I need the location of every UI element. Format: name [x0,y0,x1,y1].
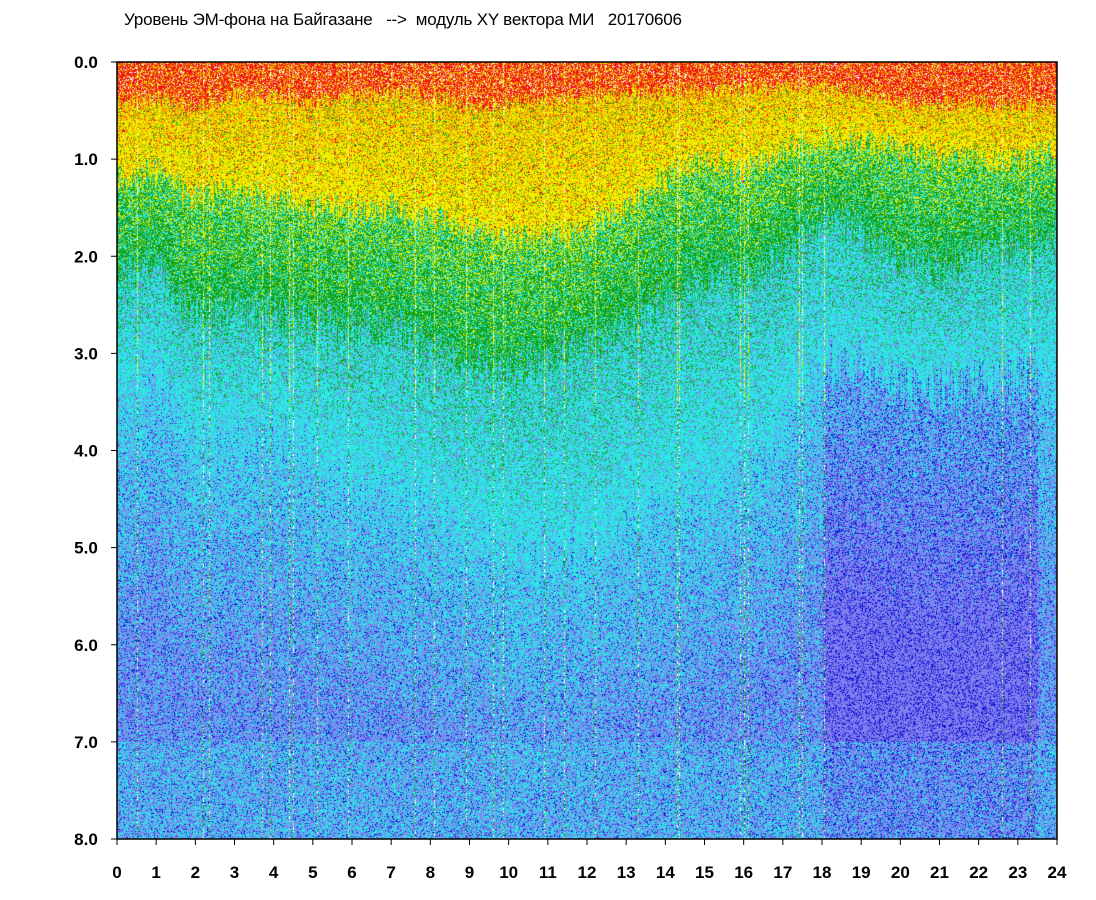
x-tick-label: 18 [813,863,832,882]
x-tick-label: 10 [499,863,518,882]
x-axis: 0 1 2 3 4 5 6 7 8 9 10 11 12 13 14 15 16 17 18 19 20 21 22 23 24 [112,839,1067,882]
y-tick-label: 3.0 [74,344,98,363]
x-tick-label: 17 [773,863,792,882]
x-tick-label: 1 [151,863,160,882]
y-tick-label: 2.0 [74,247,98,266]
x-tick-label: 2 [191,863,200,882]
y-axis: 0.0 1.0 2.0 3.0 4.0 5.0 6.0 7.0 8.0 [74,53,117,849]
y-tick-label: 1.0 [74,150,98,169]
x-tick-label: 4 [269,863,279,882]
x-tick-label: 0 [112,863,121,882]
x-tick-label: 6 [347,863,356,882]
y-tick-label: 5.0 [74,539,98,558]
x-tick-label: 21 [930,863,949,882]
y-tick-label: 6.0 [74,636,98,655]
x-tick-label: 8 [426,863,435,882]
x-tick-label: 7 [386,863,395,882]
y-tick-label: 8.0 [74,830,98,849]
plot-area [117,62,1057,839]
chart-title: Уровень ЭМ-фона на Байгазане --> модуль … [124,10,682,29]
x-tick-label: 22 [969,863,988,882]
x-tick-label: 23 [1008,863,1027,882]
x-tick-label: 5 [308,863,317,882]
x-tick-label: 14 [656,863,675,882]
x-tick-label: 13 [617,863,636,882]
x-tick-label: 16 [734,863,753,882]
x-tick-label: 19 [852,863,871,882]
x-tick-label: 9 [465,863,474,882]
x-tick-label: 12 [578,863,597,882]
x-tick-label: 20 [891,863,910,882]
x-tick-label: 3 [230,863,239,882]
y-tick-label: 4.0 [74,442,98,461]
x-tick-label: 24 [1048,863,1067,882]
y-tick-label: 0.0 [74,53,98,72]
heatmap-image [117,62,1057,839]
x-tick-label: 15 [695,863,714,882]
x-tick-label: 11 [539,863,557,882]
y-tick-label: 7.0 [74,733,98,752]
